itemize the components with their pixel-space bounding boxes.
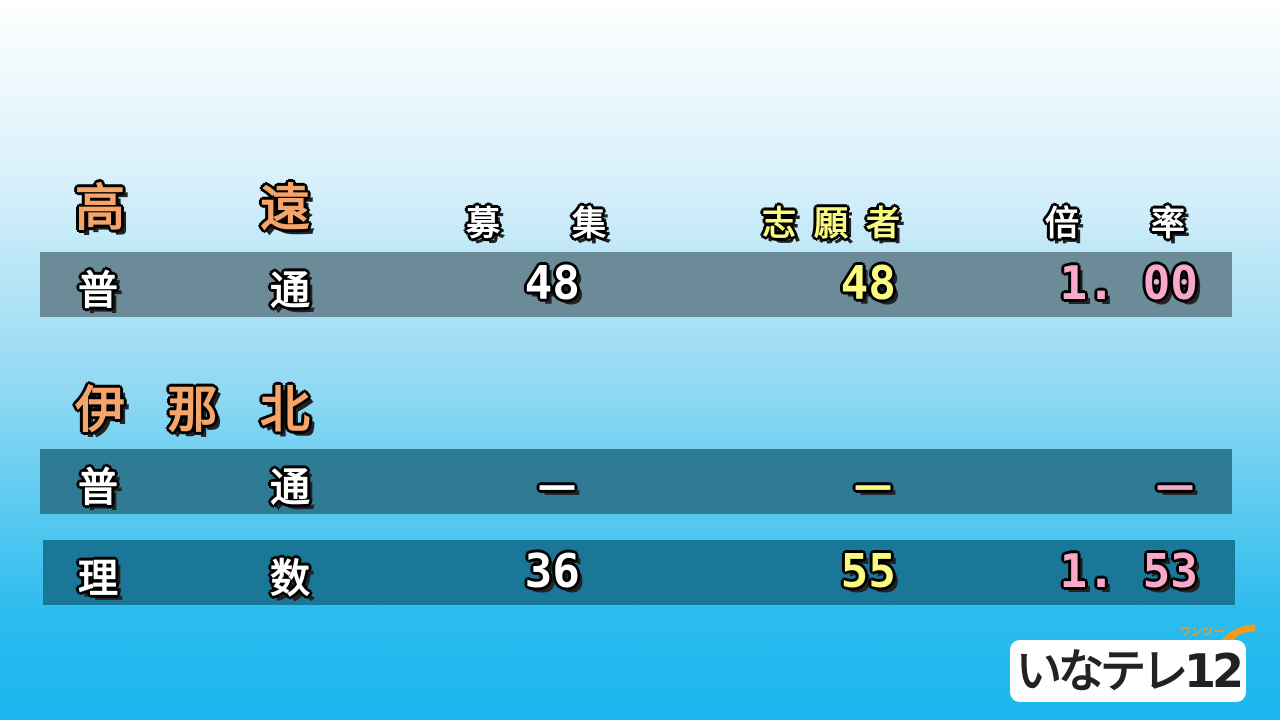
- recruit-value: －: [534, 462, 580, 516]
- ratio-value: 1. 53: [1059, 544, 1198, 598]
- row-takato-general: [40, 252, 1232, 317]
- ratio-value: 1. 00: [1059, 256, 1198, 310]
- header-recruit: 募 集: [466, 204, 606, 244]
- school-name-takato: 高 遠: [75, 179, 310, 237]
- header-ratio: 倍 率: [1045, 204, 1185, 244]
- header-applicants: 志 願 者: [762, 204, 900, 244]
- course-label: 普 通: [78, 465, 310, 511]
- recruit-value: 48: [524, 256, 580, 310]
- course-label: 普 通: [78, 268, 310, 314]
- row-inakita-science: [43, 540, 1235, 605]
- row-inakita-general: [40, 449, 1232, 514]
- applicants-value: 48: [840, 256, 896, 310]
- logo-text: いなテレ12: [1010, 640, 1247, 702]
- station-logo: ワンツー いなテレ12: [1005, 615, 1265, 705]
- logo-subtext: ワンツー: [1180, 625, 1224, 638]
- school-name-inakita: 伊 那 北: [75, 381, 310, 439]
- applicants-value: －: [850, 462, 896, 516]
- course-label: 理 数: [78, 556, 310, 602]
- recruit-value: 36: [524, 544, 580, 598]
- ratio-value: －: [1152, 462, 1198, 516]
- applicants-value: 55: [840, 544, 896, 598]
